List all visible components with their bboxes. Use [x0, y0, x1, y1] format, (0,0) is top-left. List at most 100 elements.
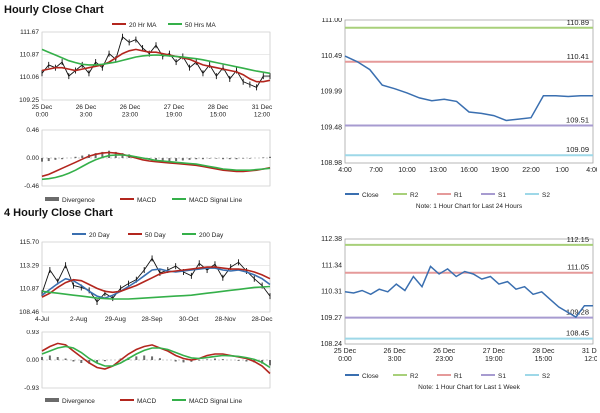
macd-line: [41, 151, 271, 178]
level-label-s1: 109.51: [566, 115, 589, 124]
legend-macd-signal-label: MACD Signal Line: [189, 398, 242, 405]
y-tick-label: 112.38: [321, 236, 342, 243]
x-tick-label: 1:00: [555, 167, 569, 174]
legend-divergence-label: Divergence: [62, 197, 95, 204]
ma-line-20-hr-ma: [41, 48, 271, 83]
hourly-macd-chart: 0.46 0.00 -0.46 Divergence MACD MACD Signal L…: [24, 127, 271, 204]
y-tick-label: 110.31: [321, 289, 342, 296]
ma-line-20-day: [41, 267, 271, 299]
legend-r1-label: R1: [454, 373, 463, 380]
x-tick-label: 28-Dec: [252, 316, 274, 323]
x-tick-label: 2-Aug: [70, 316, 88, 323]
legend-s1-label: S1: [498, 373, 506, 380]
legend-r1-label: R1: [454, 192, 463, 199]
level-label-s2: 108.45: [566, 329, 589, 338]
x-tick-label: 28 Dec 15:00: [208, 104, 229, 119]
close-line: [344, 265, 593, 319]
x-tick-label: 10:00: [398, 167, 416, 174]
legend-macd-signal-label: MACD Signal Line: [189, 197, 242, 204]
level-label-r1: 110.41: [567, 52, 589, 61]
legend-20hr-ma-label: 20 Hr MA: [129, 22, 157, 29]
four-hourly-price-chart: 115.70 113.29 110.87 108.464-Jul 2-Aug 29-Aug…: [19, 232, 274, 323]
ma-line-50-day: [41, 266, 271, 298]
close-line: [41, 257, 271, 303]
legend-50-day-label: 50 Day: [145, 232, 166, 239]
y-tick-label: 108.24: [321, 341, 343, 348]
plot-frame: [344, 19, 594, 164]
plot-frame: [344, 238, 594, 345]
x-tick-label: 26 Dec 3:00: [76, 104, 97, 119]
legend-s2-label: S2: [542, 373, 550, 380]
ma-line-50-hrs-ma: [41, 48, 271, 75]
legend-close-label: Close: [362, 373, 379, 380]
four-hourly-section-title: 4 Hourly Close Chart: [4, 207, 113, 219]
y-tick-label: 109.27: [321, 315, 343, 322]
y-tick-label: 110.49: [321, 53, 342, 60]
level-label-r2: 112.15: [567, 235, 589, 244]
y-tick-label: 108.98: [321, 160, 343, 167]
level-label-s2: 109.09: [566, 145, 589, 154]
y-tick-label: 108.46: [19, 309, 39, 316]
x-tick-label: 28 Dec 15:00: [532, 348, 555, 363]
legend-divergence-label: Divergence: [62, 398, 95, 405]
macd-signal-line: [41, 345, 271, 369]
x-tick-label: 13:00: [429, 167, 447, 174]
y-tick-label: 111.67: [20, 29, 39, 36]
x-tick-label: 27 Dec 19:00: [164, 104, 185, 119]
legend-close-label: Close: [362, 192, 379, 199]
level-label-s1: 109.28: [566, 308, 589, 317]
x-tick-label: 29-Aug: [105, 316, 126, 323]
y-tick-label: 110.87: [20, 286, 40, 293]
x-tick-label: 19:00: [491, 167, 509, 174]
level-label-r1: 111.05: [567, 263, 589, 272]
x-tick-label: 30-Oct: [179, 316, 199, 323]
close-line: [41, 36, 270, 88]
y-tick-label: 111.00: [322, 18, 342, 24]
y-tick-label: -0.46: [24, 183, 39, 190]
legend-macd-label: MACD: [137, 197, 156, 204]
x-tick-label: 26 Dec 3:00: [384, 348, 407, 363]
x-tick-label: 26 Dec 23:00: [433, 348, 456, 363]
x-tick-label: 25 Dec 0:00: [334, 348, 357, 363]
x-tick-label: 4:00: [586, 167, 597, 174]
y-tick-label: 0.00: [26, 155, 39, 162]
x-tick-label: 28-Nov: [215, 316, 237, 323]
legend-divergence-swatch: [45, 398, 59, 402]
x-tick-label: 4:00: [338, 167, 352, 174]
y-tick-label: 115.70: [20, 239, 40, 246]
legend-r2-label: R2: [410, 192, 419, 199]
chart-note: Note: 1 Hour Chart for Last 24 Hours: [416, 203, 523, 208]
y-tick-label: 0.00: [26, 357, 39, 364]
legend-r2-label: R2: [410, 373, 419, 380]
plot-frame: [41, 241, 271, 313]
four-hourly-macd-chart: 0.93 0.00 -0.93 Divergence MACD MACD Signal L…: [24, 330, 271, 405]
ma-line-200-day: [41, 285, 271, 300]
x-tick-label: 4-Jul: [35, 316, 50, 323]
x-tick-label: 27 Dec 19:00: [483, 348, 506, 363]
y-tick-label: 109.48: [321, 125, 343, 132]
y-tick-label: 111.34: [322, 262, 342, 269]
close-line: [344, 55, 593, 122]
y-tick-label: 109.99: [321, 89, 343, 96]
x-tick-label: 25 Dec 0:00: [32, 104, 53, 119]
y-tick-label: 110.87: [20, 51, 40, 58]
legend-divergence-swatch: [45, 197, 59, 201]
level-label-r2: 110.89: [567, 18, 589, 27]
y-tick-label: -0.93: [24, 385, 39, 392]
y-tick-label: 0.46: [26, 127, 39, 134]
x-tick-label: 28-Sep: [142, 316, 163, 323]
x-tick-label: 22:00: [522, 167, 540, 174]
legend-200-day-label: 200 Day: [199, 232, 224, 239]
x-tick-label: 26 Dec 23:00: [120, 104, 141, 119]
legend-50hrs-ma-label: 50 Hrs MA: [185, 22, 216, 29]
y-tick-label: 110.06: [20, 74, 40, 81]
legend-macd-label: MACD: [137, 398, 156, 405]
x-tick-label: 7:00: [369, 167, 383, 174]
legend-s1-label: S1: [498, 192, 506, 199]
hourly-section-title: Hourly Close Chart: [4, 4, 104, 16]
legend-20-day-label: 20 Day: [89, 232, 110, 239]
